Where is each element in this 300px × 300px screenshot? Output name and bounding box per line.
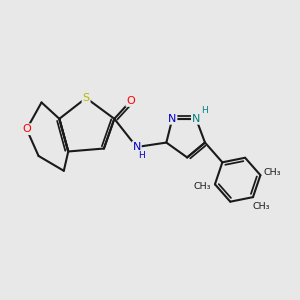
Text: H: H <box>138 151 145 160</box>
Text: N: N <box>168 114 176 124</box>
Text: CH₃: CH₃ <box>253 202 270 211</box>
Text: H: H <box>202 106 208 115</box>
Text: N: N <box>132 142 141 152</box>
Text: CH₃: CH₃ <box>264 168 281 177</box>
Text: O: O <box>126 96 135 106</box>
Text: S: S <box>82 93 90 103</box>
Text: N: N <box>192 114 200 124</box>
Text: O: O <box>22 124 31 134</box>
Text: CH₃: CH₃ <box>194 182 211 191</box>
